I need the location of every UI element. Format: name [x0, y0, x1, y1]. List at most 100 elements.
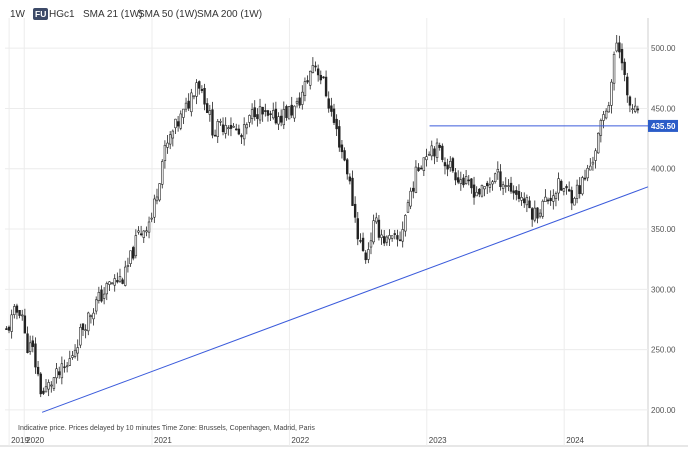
candle-body — [536, 207, 539, 219]
candle-body — [97, 291, 101, 301]
candle-body — [626, 76, 629, 96]
x-tick-label: 2022 — [291, 436, 309, 445]
y-tick-label: 200.00 — [651, 406, 676, 415]
candle-body — [634, 105, 637, 112]
candle-body — [327, 98, 330, 109]
candle-body — [467, 179, 470, 182]
indicator-sma50[interactable]: SMA 50 (1W) — [138, 9, 198, 20]
candle-body — [314, 65, 317, 68]
candle-body — [295, 100, 299, 104]
y-tick-label: 300.00 — [651, 285, 676, 294]
candle-body — [573, 198, 576, 206]
candle-body — [174, 118, 177, 129]
candle-body — [264, 110, 267, 112]
candle-body — [528, 200, 531, 209]
candle-body — [462, 177, 465, 186]
candle-body — [142, 230, 145, 238]
candle-body — [454, 172, 457, 181]
candle-body — [419, 167, 423, 170]
candle-body — [330, 105, 333, 112]
candle-body — [150, 217, 153, 220]
candle-body — [92, 312, 95, 320]
candle-body — [184, 102, 188, 110]
candle-body — [7, 326, 11, 331]
candle-body — [636, 108, 640, 111]
candlesticks — [5, 34, 640, 398]
candle-body — [589, 165, 592, 171]
candle-body — [472, 184, 476, 198]
candle-body — [71, 355, 74, 358]
candle-body — [324, 76, 328, 97]
candle-body — [13, 306, 16, 315]
candle-body — [23, 315, 27, 334]
candle-body — [578, 185, 581, 194]
candle-body — [216, 121, 219, 137]
candle-body — [412, 187, 415, 192]
candle-body — [623, 61, 626, 75]
candle-body — [401, 229, 404, 242]
candle-body — [533, 207, 537, 221]
candle-body — [451, 158, 455, 172]
candle-body — [258, 106, 262, 121]
candle-body — [443, 162, 447, 167]
candle-body — [279, 115, 283, 123]
candle-body — [47, 382, 50, 390]
candle-body — [464, 176, 468, 184]
candle-body — [187, 100, 190, 109]
candle-body — [377, 219, 381, 238]
candle-body — [348, 176, 352, 182]
symbol-label[interactable]: HGc1 — [49, 9, 75, 20]
candle-body — [192, 95, 196, 98]
candle-body — [68, 358, 71, 366]
candle-body — [87, 312, 90, 332]
indicator-sma200[interactable]: SMA 200 (1W) — [197, 9, 263, 20]
candle-body — [530, 208, 534, 220]
candle-body — [44, 386, 48, 393]
interval-label[interactable]: 1W — [10, 9, 25, 20]
candle-body — [124, 266, 127, 286]
candle-body — [615, 42, 618, 52]
candle-body — [309, 70, 312, 86]
last-price-label: 435.50 — [651, 122, 676, 131]
candle-body — [393, 233, 396, 235]
candle-body — [549, 197, 552, 202]
candle-body — [290, 104, 293, 116]
candle-body — [168, 134, 172, 145]
candle-body — [486, 182, 489, 187]
candle-body — [398, 239, 402, 242]
candle-body — [266, 110, 270, 116]
candle-body — [493, 173, 497, 182]
candle-body — [298, 97, 301, 106]
candle-body — [95, 299, 98, 312]
candle-body — [404, 215, 407, 232]
candle-body — [171, 130, 175, 139]
y-tick-label: 350.00 — [651, 225, 676, 234]
candle-body — [369, 240, 373, 248]
candle-body — [383, 236, 386, 244]
candle-body — [108, 281, 111, 285]
candle-body — [433, 148, 436, 157]
candle-body — [277, 116, 280, 125]
candle-body — [211, 109, 214, 136]
candle-body — [121, 279, 124, 284]
x-tick-label: 2019 — [11, 436, 29, 445]
candle-body — [5, 328, 8, 330]
candle-body — [34, 343, 37, 368]
candle-body — [245, 124, 249, 129]
candle-body — [446, 164, 449, 170]
candle-body — [351, 177, 354, 206]
candle-body — [567, 189, 571, 192]
candle-body — [575, 184, 579, 199]
candle-body — [261, 106, 264, 115]
candle-body — [319, 74, 322, 81]
candle-body — [161, 161, 164, 185]
candle-body — [81, 323, 85, 330]
candle-body — [335, 118, 338, 130]
candle-body — [417, 167, 420, 171]
candle-body — [306, 80, 309, 83]
indicator-sma21[interactable]: SMA 21 (1W) — [83, 9, 143, 20]
candle-body — [10, 314, 13, 332]
candle-body — [554, 193, 558, 199]
